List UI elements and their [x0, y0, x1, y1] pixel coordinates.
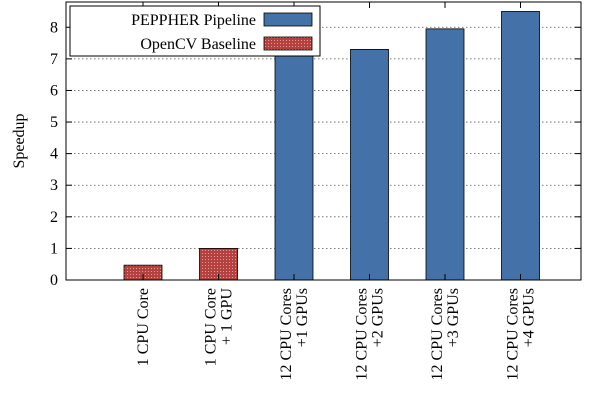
- category-label-6: 12 CPU Cores +4 GPUs: [505, 288, 538, 380]
- y-axis-label: Speedup: [11, 113, 28, 168]
- y-tick-label: 8: [50, 19, 58, 36]
- category-label-line: 12 CPU Cores: [278, 288, 295, 380]
- x-axis-category-labels: 1 CPU Core 1 CPU Core + 1 GPU 12 CPU Cores +…: [135, 288, 538, 381]
- bar-peppher-pipeline-4: [350, 48, 389, 281]
- grid-lines: [66, 26, 581, 249]
- category-label-line: +1 GPUs: [294, 288, 311, 347]
- plot-frame: [65, 1, 582, 281]
- category-label-line: 12 CPU Cores: [354, 288, 371, 380]
- category-label-line: +2 GPUs: [370, 288, 387, 347]
- bar-peppher-pipeline-5: [425, 28, 465, 281]
- y-tick-label: 3: [50, 177, 58, 194]
- legend: PEPPHER Pipeline OpenCV Baseline: [69, 5, 321, 57]
- category-label-1: 1 CPU Core: [135, 288, 152, 366]
- y-tick-label: 4: [50, 146, 58, 163]
- category-label-line: 12 CPU Cores: [429, 288, 446, 380]
- category-label-line: +4 GPUs: [521, 288, 538, 347]
- y-tick-label: 7: [50, 51, 58, 68]
- category-label-3: 12 CPU Cores +1 GPUs: [278, 288, 311, 380]
- legend-label-peppher-pipeline: PEPPHER Pipeline: [131, 12, 256, 29]
- bars: [123, 11, 540, 281]
- legend-swatch-peppher-pipeline: [263, 12, 313, 27]
- y-tick-label: 0: [50, 272, 58, 289]
- category-label-line: + 1 GPU: [219, 288, 236, 345]
- y-axis-ticks: 0 1 2 3 4 5 6 7 8: [50, 2, 581, 289]
- bar-peppher-pipeline-3: [274, 52, 314, 281]
- category-label-4: 12 CPU Cores +2 GPUs: [354, 288, 387, 380]
- y-tick-label: 6: [50, 82, 58, 99]
- category-label-line: 12 CPU Cores: [505, 288, 522, 380]
- y-tick-label: 5: [50, 114, 58, 131]
- category-label-line: +3 GPUs: [445, 288, 462, 347]
- category-label-5: 12 CPU Cores +3 GPUs: [429, 288, 462, 380]
- bar-peppher-pipeline-6: [501, 11, 540, 281]
- category-label-2: 1 CPU Core + 1 GPU: [203, 288, 236, 367]
- category-label-line: 1 CPU Core: [203, 288, 220, 366]
- legend-swatch-opencv-baseline: [263, 36, 313, 51]
- y-tick-label: 2: [50, 209, 58, 226]
- category-label-line: 1 CPU Core: [135, 288, 152, 366]
- y-tick-label: 1: [50, 240, 58, 257]
- legend-label-opencv-baseline: OpenCV Baseline: [140, 36, 256, 53]
